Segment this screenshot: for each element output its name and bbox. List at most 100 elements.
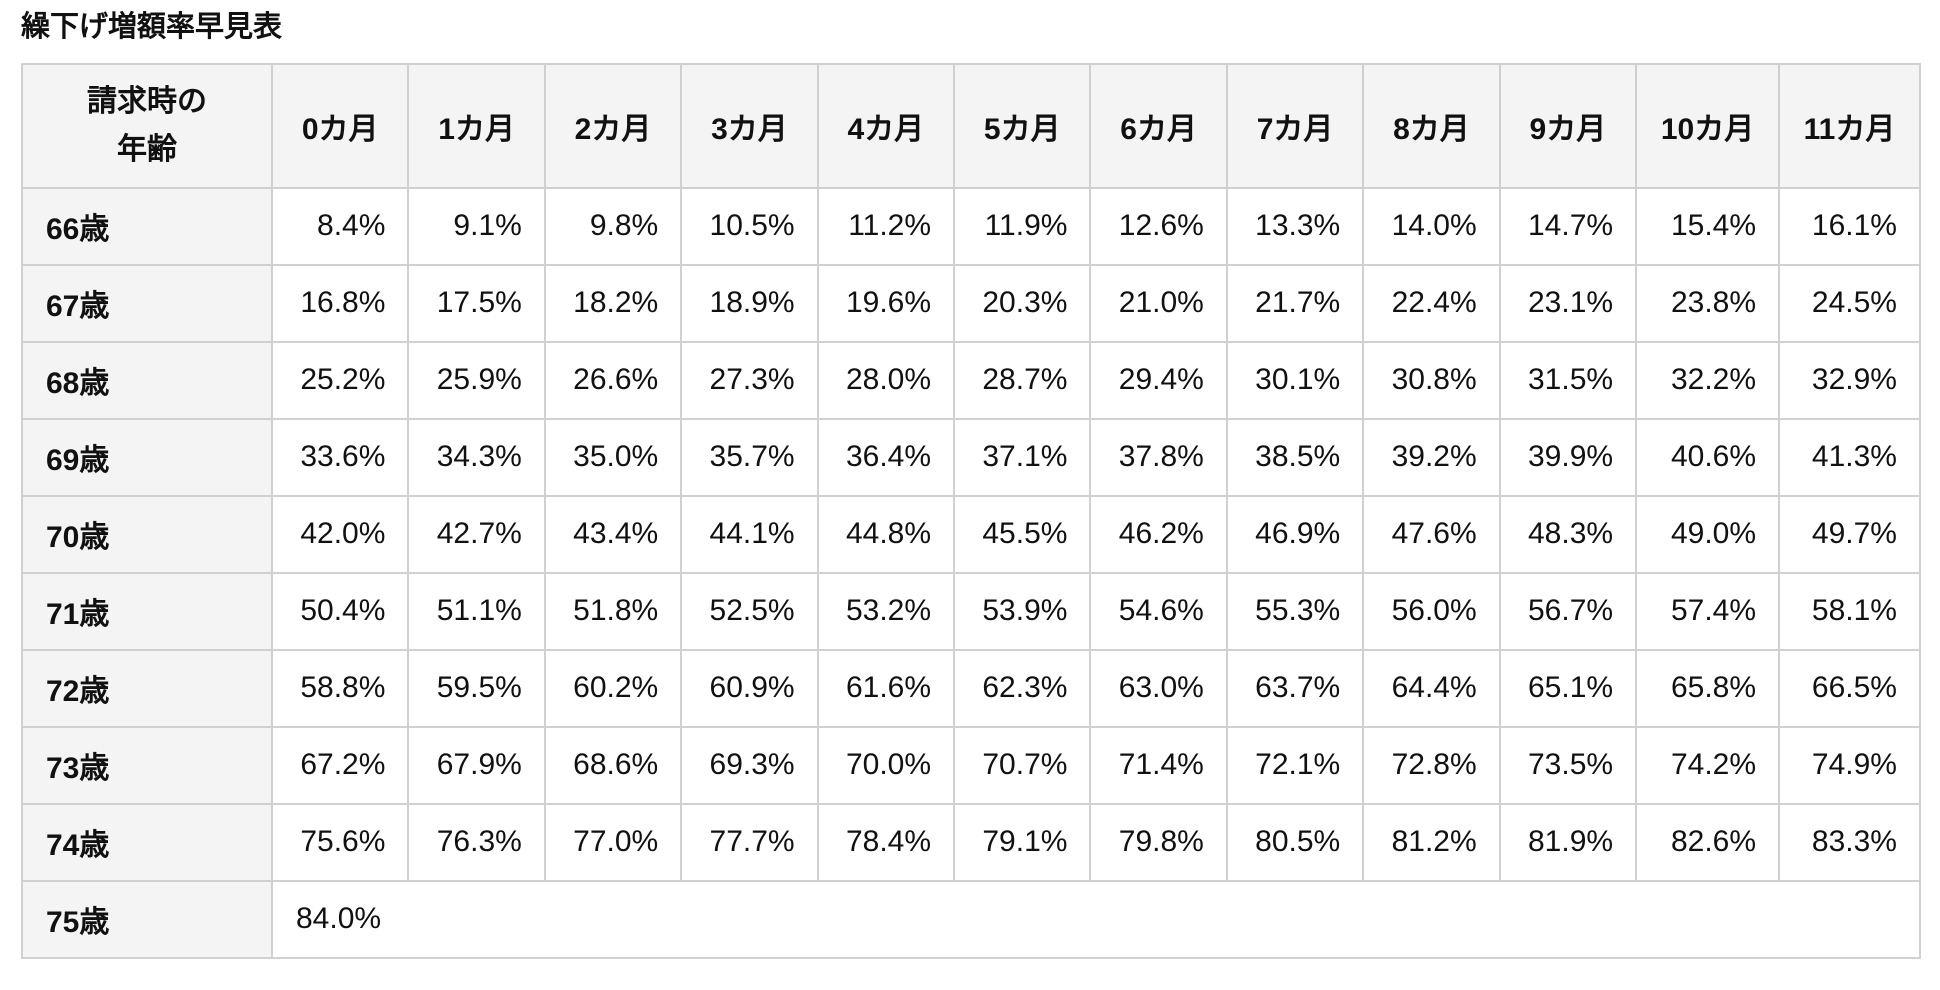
- rate-cell: 43.4%: [543, 494, 683, 574]
- age-row-header: 74歳: [21, 802, 273, 882]
- age-row-header: 69歳: [21, 417, 273, 497]
- rate-cell: 13.3%: [1225, 186, 1365, 266]
- rate-cell: 11.9%: [953, 186, 1092, 266]
- rate-cell: 81.9%: [1498, 802, 1638, 882]
- rate-cell: 49.7%: [1778, 494, 1921, 574]
- rate-cell: 68.6%: [543, 725, 683, 805]
- table-body: 66歳 8.4% 9.1% 9.8% 10.5% 11.2% 11.9% 12.6% 13.3%…: [21, 186, 1921, 959]
- rate-cell: 78.4%: [816, 802, 956, 882]
- rate-cell: 26.6%: [543, 340, 683, 420]
- deferral-increase-rate-table: 請求時の 年齢 0カ月 1カ月 2カ月 3カ月 4カ月 5カ月 6カ月 7カ月 8カ月 9カ月 10…: [21, 62, 1921, 959]
- rate-cell: 64.4%: [1362, 648, 1501, 728]
- rate-cell: 65.8%: [1635, 648, 1781, 728]
- rate-cell: 14.0%: [1362, 186, 1501, 266]
- rate-cell: 56.7%: [1498, 571, 1638, 651]
- rate-cell: 10.5%: [680, 186, 819, 266]
- rate-cell: 54.6%: [1089, 571, 1228, 651]
- rate-cell: 17.5%: [407, 263, 546, 343]
- rate-cell: 25.2%: [270, 340, 410, 420]
- rate-cell: 51.1%: [407, 571, 546, 651]
- rate-cell: 65.1%: [1498, 648, 1638, 728]
- month-header-5: 5カ月: [953, 62, 1092, 189]
- rate-cell: 22.4%: [1362, 263, 1501, 343]
- rate-cell: 76.3%: [407, 802, 546, 882]
- rate-cell: 24.5%: [1778, 263, 1921, 343]
- rate-cell: 52.5%: [680, 571, 819, 651]
- rate-cell: 37.8%: [1089, 417, 1228, 497]
- corner-header-claim-age: 請求時の 年齢: [21, 62, 273, 189]
- rate-cell: 28.0%: [816, 340, 956, 420]
- rate-cell: 51.8%: [543, 571, 683, 651]
- month-header-7: 7カ月: [1225, 62, 1365, 189]
- rate-cell: 58.8%: [270, 648, 410, 728]
- rate-cell: 21.0%: [1089, 263, 1228, 343]
- rate-cell: 67.2%: [270, 725, 410, 805]
- rate-cell: 66.5%: [1778, 648, 1921, 728]
- rate-cell: 8.4%: [270, 186, 410, 266]
- rate-cell: 69.3%: [680, 725, 819, 805]
- age-row-header: 68歳: [21, 340, 273, 420]
- rate-cell: 34.3%: [407, 417, 546, 497]
- page-title: 繰下げ増額率早見表: [21, 11, 283, 43]
- rate-cell: 59.5%: [407, 648, 546, 728]
- rate-cell: 70.7%: [953, 725, 1092, 805]
- table-row-7: 73歳 67.2% 67.9% 68.6% 69.3% 70.0% 70.7% 71.4% 72…: [21, 725, 1921, 805]
- rate-cell: 36.4%: [816, 417, 956, 497]
- month-header-0: 0カ月: [270, 62, 410, 189]
- table-row-8: 74歳 75.6% 76.3% 77.0% 77.7% 78.4% 79.1% 79.8% 80…: [21, 802, 1921, 882]
- rate-cell: 50.4%: [270, 571, 410, 651]
- rate-cell: 60.2%: [543, 648, 683, 728]
- rate-cell: 70.0%: [816, 725, 956, 805]
- rate-cell: 30.8%: [1362, 340, 1501, 420]
- rate-cell: 82.6%: [1635, 802, 1781, 882]
- month-header-3: 3カ月: [680, 62, 819, 189]
- rate-cell: 23.1%: [1498, 263, 1638, 343]
- rate-cell: 58.1%: [1778, 571, 1921, 651]
- rate-cell: 53.2%: [816, 571, 956, 651]
- month-header-1: 1カ月: [407, 62, 546, 189]
- rate-cell: 77.0%: [543, 802, 683, 882]
- rate-cell: 44.1%: [680, 494, 819, 574]
- rate-cell: 74.9%: [1778, 725, 1921, 805]
- rate-cell: 62.3%: [953, 648, 1092, 728]
- rate-cell: 14.7%: [1498, 186, 1638, 266]
- rate-cell: 9.1%: [407, 186, 546, 266]
- rate-cell: 32.2%: [1635, 340, 1781, 420]
- rate-cell: 74.2%: [1635, 725, 1781, 805]
- rate-cell: 37.1%: [953, 417, 1092, 497]
- rate-cell: 18.2%: [543, 263, 683, 343]
- rate-cell: 41.3%: [1778, 417, 1921, 497]
- rate-cell: 35.0%: [543, 417, 683, 497]
- rate-cell: 81.2%: [1362, 802, 1501, 882]
- rate-cell: 42.7%: [407, 494, 546, 574]
- rate-cell: 27.3%: [680, 340, 819, 420]
- age-row-header: 72歳: [21, 648, 273, 728]
- rate-cell: 71.4%: [1089, 725, 1228, 805]
- rate-cell: 35.7%: [680, 417, 819, 497]
- corner-header-line1: 請求時の: [87, 84, 207, 118]
- rate-cell: 31.5%: [1498, 340, 1638, 420]
- rate-cell: 21.7%: [1225, 263, 1365, 343]
- rate-cell: 23.8%: [1635, 263, 1781, 343]
- month-header-6: 6カ月: [1089, 62, 1228, 189]
- table-row-3: 69歳 33.6% 34.3% 35.0% 35.7% 36.4% 37.1% 37.8% 38…: [21, 417, 1921, 497]
- rate-cell: 72.1%: [1225, 725, 1365, 805]
- rate-cell: 15.4%: [1635, 186, 1781, 266]
- age-row-header: 75歳: [21, 879, 273, 959]
- rate-cell: 29.4%: [1089, 340, 1228, 420]
- table-row-6: 72歳 58.8% 59.5% 60.2% 60.9% 61.6% 62.3% 63.0% 63…: [21, 648, 1921, 728]
- rate-cell: 63.7%: [1225, 648, 1365, 728]
- rate-cell: 73.5%: [1498, 725, 1638, 805]
- month-header-10: 10カ月: [1635, 62, 1781, 189]
- table-row-4: 70歳 42.0% 42.7% 43.4% 44.1% 44.8% 45.5% 46.2% 46…: [21, 494, 1921, 574]
- header-row: 請求時の 年齢 0カ月 1カ月 2カ月 3カ月 4カ月 5カ月 6カ月 7カ月 8カ月 9カ月 10…: [21, 62, 1921, 189]
- age-row-header: 66歳: [21, 186, 273, 266]
- rate-cell: 84.0%: [271, 879, 1921, 959]
- month-header-11: 11カ月: [1778, 62, 1921, 189]
- rate-cell: 47.6%: [1362, 494, 1501, 574]
- rate-cell: 67.9%: [407, 725, 546, 805]
- age-row-header: 71歳: [21, 571, 273, 651]
- rate-cell: 49.0%: [1635, 494, 1781, 574]
- rate-cell: 44.8%: [816, 494, 956, 574]
